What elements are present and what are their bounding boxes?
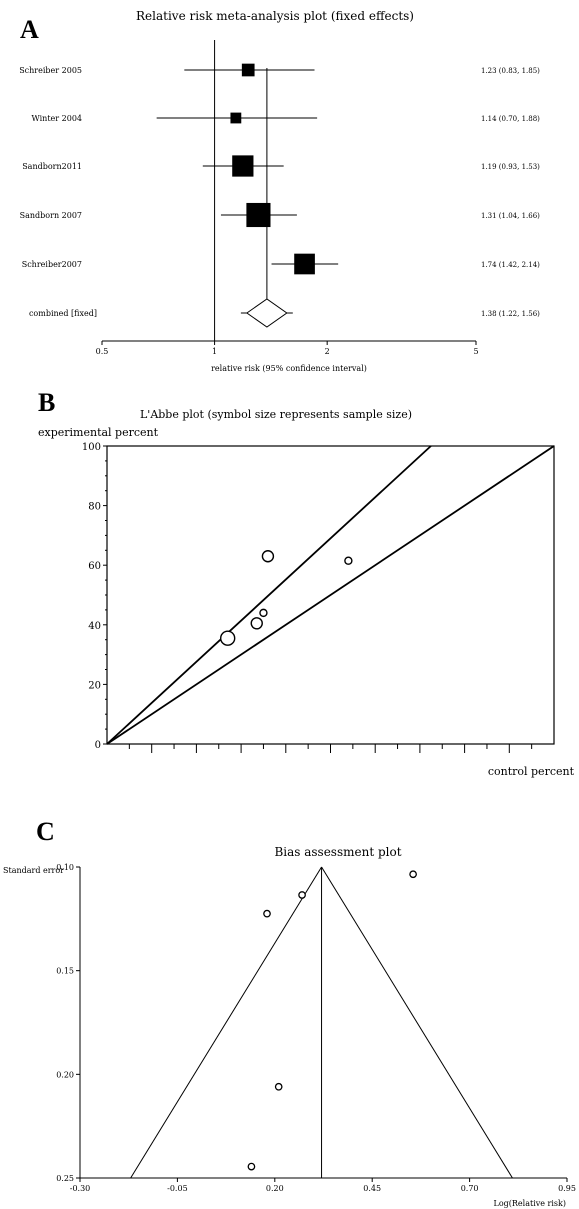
labbe-x-axis-label: control percent xyxy=(488,765,575,778)
labbe-study-point xyxy=(219,630,236,646)
labbe-y-tick-label: 100 xyxy=(82,442,101,453)
funnel-y-tick-label: 0.10 xyxy=(56,863,74,872)
labbe-study-point xyxy=(261,550,275,563)
labbe-equality-line xyxy=(106,445,555,745)
labbe-y-tick-label: 80 xyxy=(88,502,101,513)
panel-letter-a: A xyxy=(20,15,39,44)
funnel-y-tick-label: 0.25 xyxy=(56,1174,74,1183)
funnel-study-point xyxy=(409,870,417,879)
labbe-y-tick-label: 40 xyxy=(88,621,101,632)
forest-estimate-label: 1.38 (1.22, 1.56) xyxy=(481,310,540,318)
funnel-x-tick-label: 0.95 xyxy=(558,1184,576,1193)
funnel-x-tick-label: 0.45 xyxy=(363,1184,381,1193)
panel-letter-c: C xyxy=(36,817,55,846)
labbe-pooled-line xyxy=(106,445,432,745)
labbe-title: L'Abbe plot (symbol size represents samp… xyxy=(140,408,412,421)
funnel-left-limit xyxy=(130,866,322,1179)
panel-letter-b: B xyxy=(38,388,55,417)
labbe-y-tick-label: 20 xyxy=(88,680,101,691)
forest-title: Relative risk meta-analysis plot (fixed … xyxy=(136,9,414,23)
funnel-y-tick-label: 0.15 xyxy=(56,967,74,976)
forest-x-axis-label: relative risk (95% confidence interval) xyxy=(211,364,367,373)
funnel-title: Bias assessment plot xyxy=(274,845,401,859)
funnel-x-axis-label: Log(Relative risk) xyxy=(494,1199,566,1208)
forest-estimate-label: 1.74 (1.42, 2.14) xyxy=(481,261,540,269)
forest-estimate-label: 1.31 (1.04, 1.66) xyxy=(481,212,540,220)
funnel-x-tick-label: -0.05 xyxy=(167,1184,188,1193)
forest-study-label: combined [fixed] xyxy=(29,309,97,318)
labbe-y-tick-label: 0 xyxy=(95,740,101,751)
labbe-study-point xyxy=(259,608,268,618)
funnel-x-tick-label: 0.70 xyxy=(461,1184,479,1193)
forest-combined-diamond xyxy=(246,298,288,328)
forest-effect-square xyxy=(241,63,255,77)
forest-x-tick-label: 0.5 xyxy=(96,347,109,356)
forest-estimate-label: 1.19 (0.93, 1.53) xyxy=(481,163,540,171)
forest-estimate-label: 1.23 (0.83, 1.85) xyxy=(481,67,540,75)
forest-effect-square xyxy=(232,155,254,177)
labbe-y-tick-label: 60 xyxy=(88,561,101,572)
forest-x-tick-label: 5 xyxy=(473,347,478,356)
funnel-right-limit xyxy=(321,866,513,1179)
funnel-study-point xyxy=(263,909,271,918)
forest-x-tick-label: 1 xyxy=(212,347,217,356)
forest-study-label: Schreiber2007 xyxy=(22,260,82,269)
forest-plot: A Relative risk meta-analysis plot (fixe… xyxy=(19,9,540,373)
funnel-study-point xyxy=(298,891,306,899)
forest-estimate-label: 1.14 (0.70, 1.88) xyxy=(481,115,540,123)
funnel-y-axis-label: Standard error xyxy=(3,866,64,875)
funnel-study-point xyxy=(247,1162,256,1171)
forest-study-label: Sandborn 2007 xyxy=(20,211,82,220)
labbe-y-axis-label: experimental percent xyxy=(38,426,159,439)
forest-study-label: Sandborn2011 xyxy=(22,162,82,171)
funnel-y-tick-label: 0.20 xyxy=(56,1070,74,1079)
funnel-study-point xyxy=(274,1082,283,1091)
labbe-plot: B L'Abbe plot (symbol size represents sa… xyxy=(38,388,575,778)
forest-effect-square xyxy=(294,253,315,275)
forest-study-label: Schreiber 2005 xyxy=(19,66,82,75)
labbe-study-point xyxy=(250,617,263,630)
funnel-plot: C Bias assessment plot Standard error Lo… xyxy=(3,817,576,1208)
funnel-x-tick-label: -0.30 xyxy=(70,1184,91,1193)
forest-x-tick-label: 2 xyxy=(325,347,330,356)
funnel-x-tick-label: 0.20 xyxy=(266,1184,284,1193)
forest-effect-square xyxy=(246,202,271,228)
labbe-study-point xyxy=(344,556,353,565)
forest-effect-square xyxy=(230,112,242,124)
forest-study-label: Winter 2004 xyxy=(32,114,82,123)
